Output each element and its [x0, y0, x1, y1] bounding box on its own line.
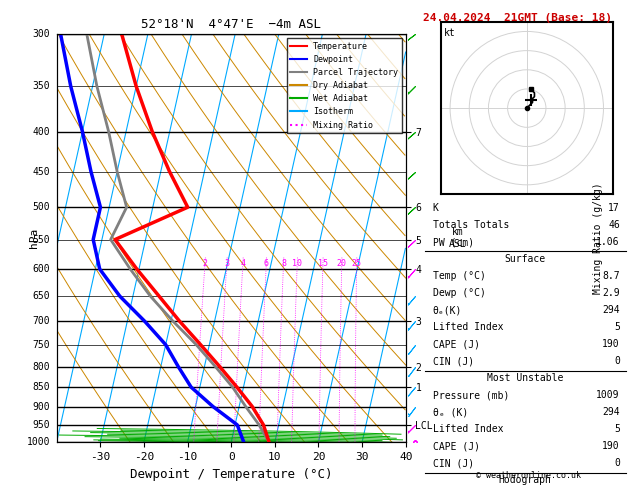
Text: Lifted Index: Lifted Index — [433, 322, 503, 332]
Text: 46: 46 — [608, 220, 620, 230]
Text: 300: 300 — [33, 29, 50, 39]
Text: Temp (°C): Temp (°C) — [433, 271, 486, 281]
Text: 10: 10 — [292, 259, 303, 268]
Text: 1.06: 1.06 — [596, 237, 620, 247]
Text: 2: 2 — [203, 259, 208, 268]
Text: © weatheronline.co.uk: © weatheronline.co.uk — [476, 471, 581, 480]
Text: Lifted Index: Lifted Index — [433, 424, 503, 434]
Text: 350: 350 — [33, 81, 50, 91]
Text: Hodograph: Hodograph — [499, 475, 552, 486]
Text: 450: 450 — [33, 167, 50, 176]
Text: 5: 5 — [614, 424, 620, 434]
Text: 1000: 1000 — [26, 437, 50, 447]
Text: 294: 294 — [602, 305, 620, 315]
Text: CAPE (J): CAPE (J) — [433, 339, 480, 349]
Text: K: K — [433, 203, 438, 213]
Text: 5: 5 — [614, 322, 620, 332]
X-axis label: Dewpoint / Temperature (°C): Dewpoint / Temperature (°C) — [130, 468, 332, 481]
Text: 0: 0 — [614, 356, 620, 366]
Text: Surface: Surface — [504, 254, 546, 264]
Text: 17: 17 — [608, 203, 620, 213]
Legend: Temperature, Dewpoint, Parcel Trajectory, Dry Adiabat, Wet Adiabat, Isotherm, Mi: Temperature, Dewpoint, Parcel Trajectory… — [287, 38, 401, 133]
Text: CIN (J): CIN (J) — [433, 458, 474, 469]
Text: 900: 900 — [33, 401, 50, 412]
Text: Most Unstable: Most Unstable — [487, 373, 564, 383]
Text: hPa: hPa — [29, 228, 39, 248]
Title: 52°18'N  4°47'E  −4m ASL: 52°18'N 4°47'E −4m ASL — [141, 18, 321, 32]
Text: 15: 15 — [318, 259, 328, 268]
Text: CAPE (J): CAPE (J) — [433, 441, 480, 451]
Text: 6: 6 — [264, 259, 269, 268]
Text: 8.7: 8.7 — [602, 271, 620, 281]
Text: 0: 0 — [614, 458, 620, 469]
Text: 550: 550 — [33, 235, 50, 244]
Text: 850: 850 — [33, 382, 50, 392]
Text: 700: 700 — [33, 316, 50, 326]
Text: 800: 800 — [33, 362, 50, 372]
Text: 24.04.2024  21GMT (Base: 18): 24.04.2024 21GMT (Base: 18) — [423, 13, 611, 23]
Text: 400: 400 — [33, 126, 50, 137]
Text: 4: 4 — [240, 259, 245, 268]
Text: 1009: 1009 — [596, 390, 620, 400]
Text: Totals Totals: Totals Totals — [433, 220, 509, 230]
Text: 294: 294 — [602, 407, 620, 417]
Text: Dewp (°C): Dewp (°C) — [433, 288, 486, 298]
Text: 500: 500 — [33, 202, 50, 212]
Text: θₑ(K): θₑ(K) — [433, 305, 462, 315]
Text: 3: 3 — [225, 259, 230, 268]
Text: kt: kt — [444, 28, 456, 37]
Text: CIN (J): CIN (J) — [433, 356, 474, 366]
Text: 25: 25 — [352, 259, 362, 268]
Text: Mixing Ratio (g/kg): Mixing Ratio (g/kg) — [593, 182, 603, 294]
Text: 190: 190 — [602, 441, 620, 451]
Text: 750: 750 — [33, 340, 50, 350]
Text: Pressure (mb): Pressure (mb) — [433, 390, 509, 400]
Text: 2.9: 2.9 — [602, 288, 620, 298]
Text: 650: 650 — [33, 291, 50, 301]
Text: 20: 20 — [337, 259, 347, 268]
Text: PW (cm): PW (cm) — [433, 237, 474, 247]
Text: θₑ (K): θₑ (K) — [433, 407, 468, 417]
Y-axis label: km
ASL: km ASL — [449, 227, 467, 249]
Text: 950: 950 — [33, 420, 50, 430]
Text: 190: 190 — [602, 339, 620, 349]
Text: 600: 600 — [33, 264, 50, 274]
Text: 8: 8 — [281, 259, 286, 268]
